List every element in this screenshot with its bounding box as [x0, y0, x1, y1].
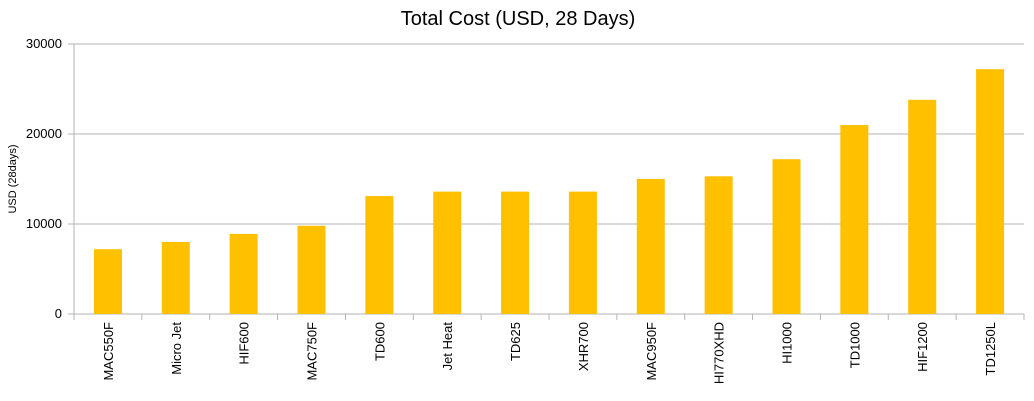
bar: [976, 69, 1005, 314]
bar: [568, 191, 597, 314]
x-tick-label: HIF600: [237, 322, 252, 365]
bar: [636, 179, 665, 314]
bar: [93, 249, 122, 314]
x-tick-label: TD1250L: [983, 322, 998, 375]
x-tick-label: TD600: [372, 322, 387, 361]
bar: [908, 99, 937, 314]
x-tick-label: HI1000: [780, 322, 795, 364]
x-tick-label: MAC750F: [305, 322, 320, 381]
bar: [704, 176, 733, 314]
x-tick-label: TD625: [508, 322, 523, 361]
x-tick-label: TD1000: [847, 322, 862, 368]
bar: [229, 233, 258, 314]
y-tick-label: 20000: [26, 126, 62, 141]
bar: [433, 191, 462, 314]
y-tick-label: 0: [55, 306, 62, 321]
bar: [365, 196, 394, 314]
x-tick-label: HI770XHD: [712, 322, 727, 384]
y-tick-label: 30000: [26, 36, 62, 51]
y-tick-label: 10000: [26, 216, 62, 231]
x-tick-label: HIF1200: [915, 322, 930, 372]
chart-title: Total Cost (USD, 28 Days): [401, 8, 636, 30]
bar: [297, 225, 326, 314]
bar: [772, 159, 801, 314]
x-tick-label: MAC550F: [101, 322, 116, 381]
x-tick-label: XHR700: [576, 322, 591, 371]
x-tick-label: Jet Heat: [440, 322, 455, 371]
bar: [840, 125, 869, 314]
bar: [501, 191, 530, 314]
y-axis-label: USD (28days): [7, 144, 19, 213]
x-tick-label: Micro Jet: [169, 322, 184, 375]
x-tick-label: MAC950F: [644, 322, 659, 381]
bar: [161, 242, 190, 314]
